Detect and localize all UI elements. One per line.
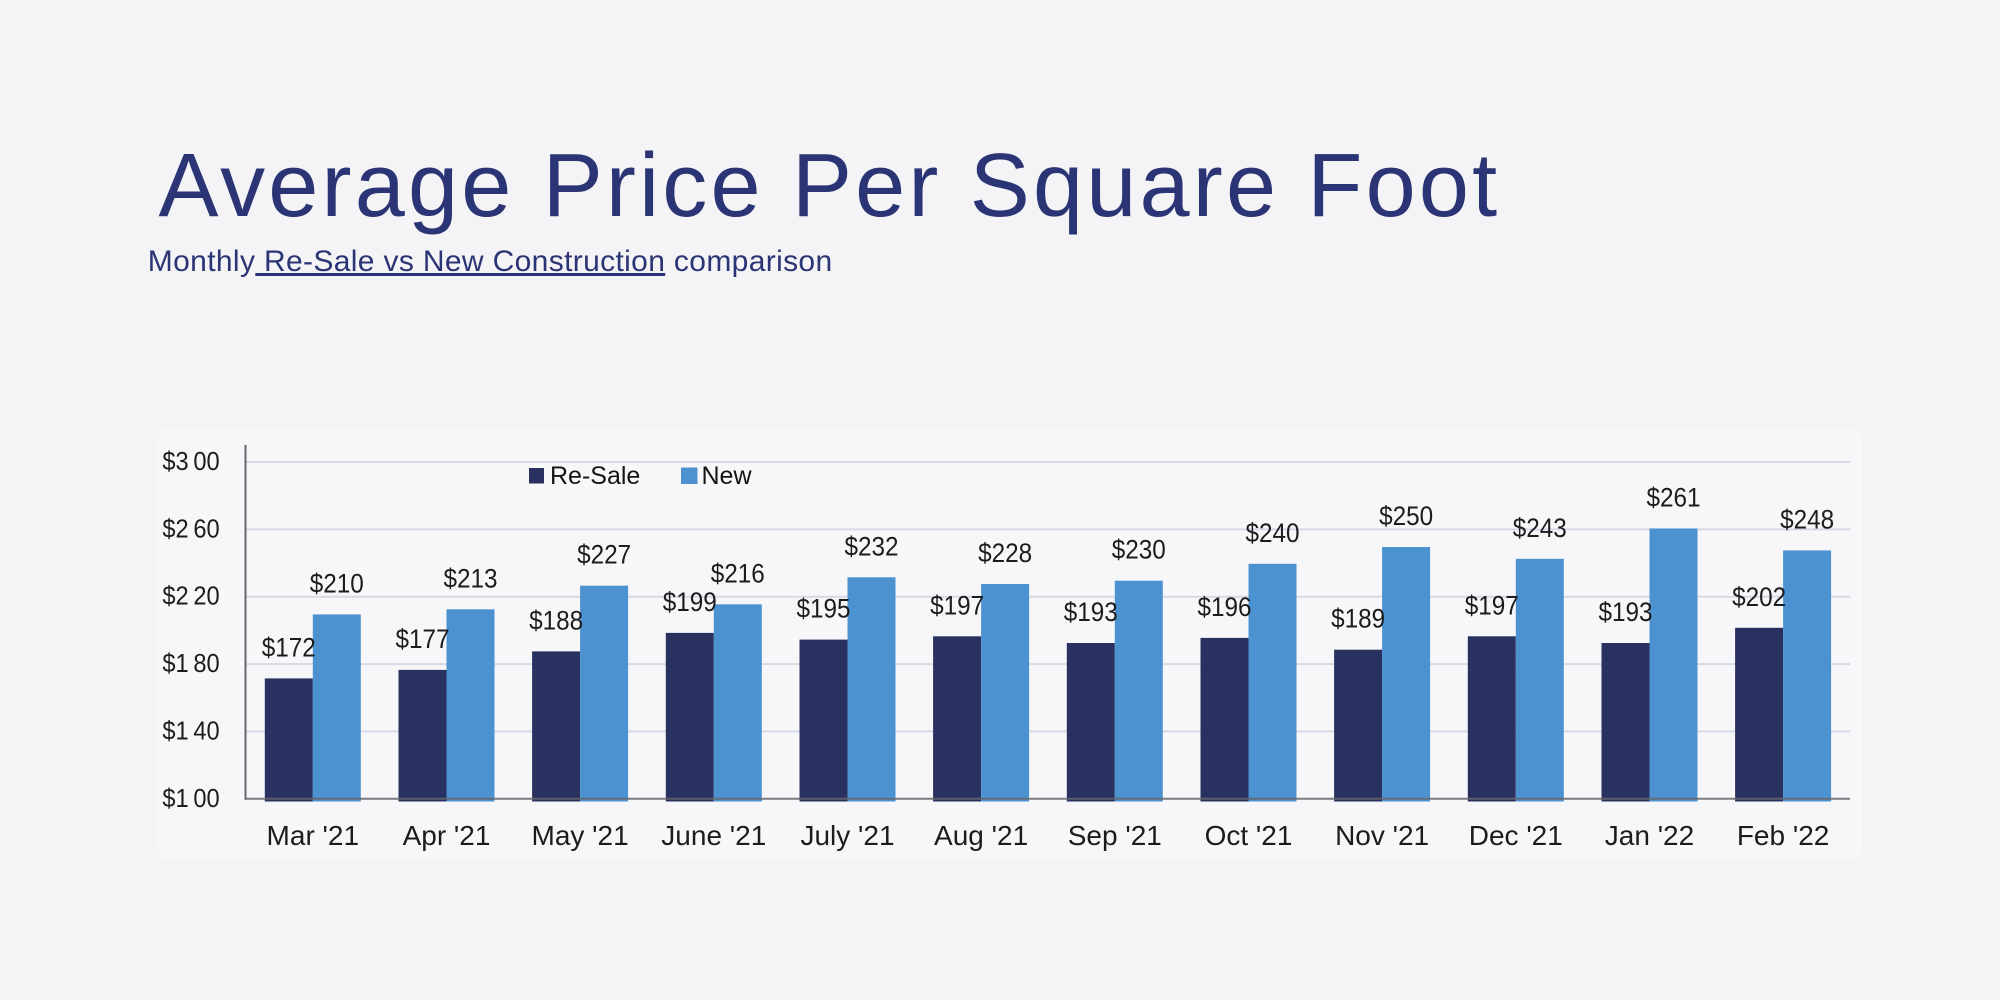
svg-text:$213: $213 — [443, 564, 497, 593]
svg-text:$193: $193 — [1064, 598, 1118, 627]
svg-text:$199: $199 — [663, 588, 717, 617]
svg-text:$243: $243 — [1513, 514, 1567, 543]
svg-text:Apr '21: Apr '21 — [403, 820, 491, 851]
svg-text:$240: $240 — [1245, 519, 1299, 548]
svg-text:Sep '21: Sep '21 — [1068, 820, 1162, 851]
svg-text:$195: $195 — [796, 594, 850, 623]
svg-text:$2 20: $2 20 — [162, 583, 219, 611]
svg-text:Re-Sale: Re-Sale — [550, 462, 640, 490]
svg-text:Monthly Re-Sale vs New Constru: Monthly Re-Sale vs New Construction comp… — [148, 245, 833, 278]
svg-text:$188: $188 — [529, 606, 583, 635]
svg-text:$230: $230 — [1112, 536, 1166, 565]
svg-text:Mar '21: Mar '21 — [267, 820, 360, 851]
svg-text:Jan '22: Jan '22 — [1605, 820, 1694, 851]
svg-text:$1 00: $1 00 — [162, 785, 219, 813]
svg-text:$197: $197 — [1465, 591, 1519, 620]
svg-text:May '21: May '21 — [532, 820, 629, 851]
svg-text:$1 80: $1 80 — [162, 650, 219, 678]
svg-text:Nov '21: Nov '21 — [1335, 820, 1429, 851]
svg-text:$197: $197 — [930, 591, 984, 620]
svg-text:$202: $202 — [1732, 583, 1786, 612]
svg-text:June '21: June '21 — [661, 820, 766, 851]
svg-text:$227: $227 — [577, 541, 631, 570]
svg-text:$248: $248 — [1780, 505, 1834, 534]
svg-text:Feb '22: Feb '22 — [1737, 820, 1830, 851]
svg-text:Dec '21: Dec '21 — [1469, 820, 1563, 851]
svg-text:$210: $210 — [310, 569, 364, 598]
svg-text:$189: $189 — [1331, 605, 1385, 634]
svg-text:$193: $193 — [1598, 598, 1652, 627]
svg-text:July '21: July '21 — [800, 820, 894, 851]
svg-text:$1 40: $1 40 — [162, 717, 219, 745]
svg-text:Aug '21: Aug '21 — [934, 820, 1028, 851]
svg-text:$232: $232 — [844, 532, 898, 561]
svg-text:$2 60: $2 60 — [162, 515, 219, 543]
svg-text:$250: $250 — [1379, 502, 1433, 531]
svg-text:$172: $172 — [262, 633, 316, 662]
svg-text:$216: $216 — [711, 559, 765, 588]
svg-text:$261: $261 — [1646, 483, 1700, 512]
svg-text:Average Price Per Square Foot: Average Price Per Square Foot — [159, 136, 1501, 236]
svg-text:$196: $196 — [1197, 593, 1251, 622]
svg-text:New: New — [702, 462, 753, 490]
svg-text:$228: $228 — [978, 539, 1032, 568]
svg-text:$3 00: $3 00 — [162, 448, 219, 476]
svg-text:Oct '21: Oct '21 — [1205, 820, 1293, 851]
svg-text:$177: $177 — [395, 625, 449, 654]
